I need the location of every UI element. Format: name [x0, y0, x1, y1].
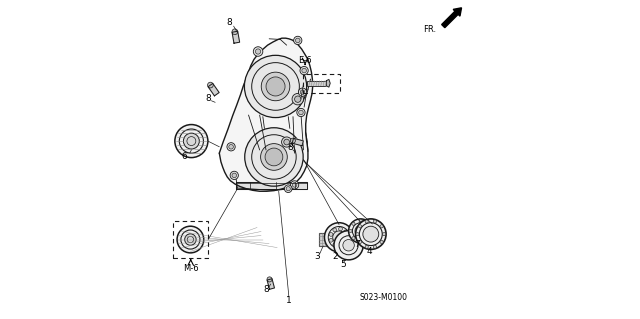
Circle shape [299, 110, 303, 115]
Circle shape [349, 219, 372, 243]
Circle shape [363, 226, 379, 242]
Circle shape [380, 225, 383, 228]
Circle shape [359, 219, 362, 222]
Polygon shape [232, 31, 239, 43]
Circle shape [334, 231, 363, 260]
Circle shape [329, 233, 333, 236]
Text: 7: 7 [355, 240, 360, 249]
Circle shape [294, 36, 302, 45]
Circle shape [286, 187, 291, 191]
Circle shape [184, 133, 199, 149]
Circle shape [292, 183, 297, 187]
Circle shape [349, 229, 352, 233]
Circle shape [302, 68, 307, 73]
Circle shape [291, 181, 299, 189]
Polygon shape [267, 279, 275, 289]
Polygon shape [236, 182, 307, 189]
Circle shape [284, 139, 289, 145]
Circle shape [339, 227, 342, 231]
Circle shape [380, 241, 383, 244]
Circle shape [294, 96, 301, 102]
Text: FR.: FR. [424, 26, 436, 34]
Text: 8: 8 [287, 143, 293, 152]
Circle shape [266, 77, 285, 96]
Text: 8: 8 [263, 285, 269, 293]
Text: 3: 3 [314, 252, 320, 261]
Circle shape [383, 233, 386, 236]
Circle shape [255, 49, 260, 54]
Circle shape [244, 55, 307, 118]
Circle shape [352, 222, 355, 225]
Polygon shape [326, 79, 330, 87]
Circle shape [333, 228, 337, 232]
Circle shape [366, 237, 369, 240]
Circle shape [244, 128, 303, 186]
Circle shape [232, 29, 237, 34]
Circle shape [292, 93, 303, 105]
Text: 2: 2 [332, 252, 338, 261]
Text: 8: 8 [227, 19, 232, 27]
Circle shape [284, 185, 292, 193]
Circle shape [282, 137, 292, 147]
Circle shape [373, 245, 376, 249]
Circle shape [300, 66, 308, 75]
Circle shape [177, 226, 204, 253]
Text: E-6: E-6 [298, 56, 312, 65]
Circle shape [267, 277, 272, 282]
Circle shape [300, 90, 305, 94]
Circle shape [175, 124, 208, 158]
Circle shape [232, 173, 237, 178]
Circle shape [291, 138, 296, 143]
Text: 5: 5 [340, 260, 346, 270]
Circle shape [365, 245, 368, 249]
Circle shape [373, 220, 376, 223]
Circle shape [296, 38, 300, 43]
Circle shape [358, 225, 362, 228]
Circle shape [344, 241, 348, 245]
Polygon shape [208, 84, 219, 96]
Circle shape [297, 108, 305, 117]
Circle shape [333, 243, 337, 247]
Text: S023-M0100: S023-M0100 [360, 293, 408, 302]
Circle shape [343, 240, 355, 251]
Polygon shape [220, 38, 313, 191]
FancyBboxPatch shape [307, 81, 326, 86]
Text: 8: 8 [205, 94, 211, 103]
Circle shape [329, 238, 333, 242]
Circle shape [298, 88, 307, 96]
Circle shape [365, 220, 368, 223]
Circle shape [228, 145, 234, 149]
FancyBboxPatch shape [319, 233, 327, 246]
Circle shape [261, 72, 290, 101]
Circle shape [358, 241, 362, 244]
Circle shape [369, 229, 372, 233]
Circle shape [355, 225, 366, 237]
Circle shape [359, 240, 362, 243]
Circle shape [230, 171, 238, 180]
Polygon shape [292, 138, 303, 146]
Circle shape [253, 47, 263, 56]
Circle shape [352, 237, 355, 240]
Circle shape [227, 143, 235, 151]
Text: M-6: M-6 [183, 263, 198, 273]
Circle shape [339, 244, 342, 248]
Text: 6: 6 [182, 152, 188, 161]
Circle shape [344, 230, 348, 234]
Text: 1: 1 [286, 296, 292, 305]
Circle shape [324, 223, 354, 252]
FancyArrow shape [442, 8, 461, 28]
Circle shape [207, 82, 213, 88]
Circle shape [356, 219, 386, 249]
Circle shape [265, 148, 283, 166]
Circle shape [260, 144, 287, 170]
Circle shape [185, 234, 196, 245]
Circle shape [356, 233, 359, 236]
Circle shape [333, 231, 346, 244]
Circle shape [366, 222, 369, 225]
Circle shape [346, 235, 349, 239]
Text: 4: 4 [367, 247, 372, 256]
